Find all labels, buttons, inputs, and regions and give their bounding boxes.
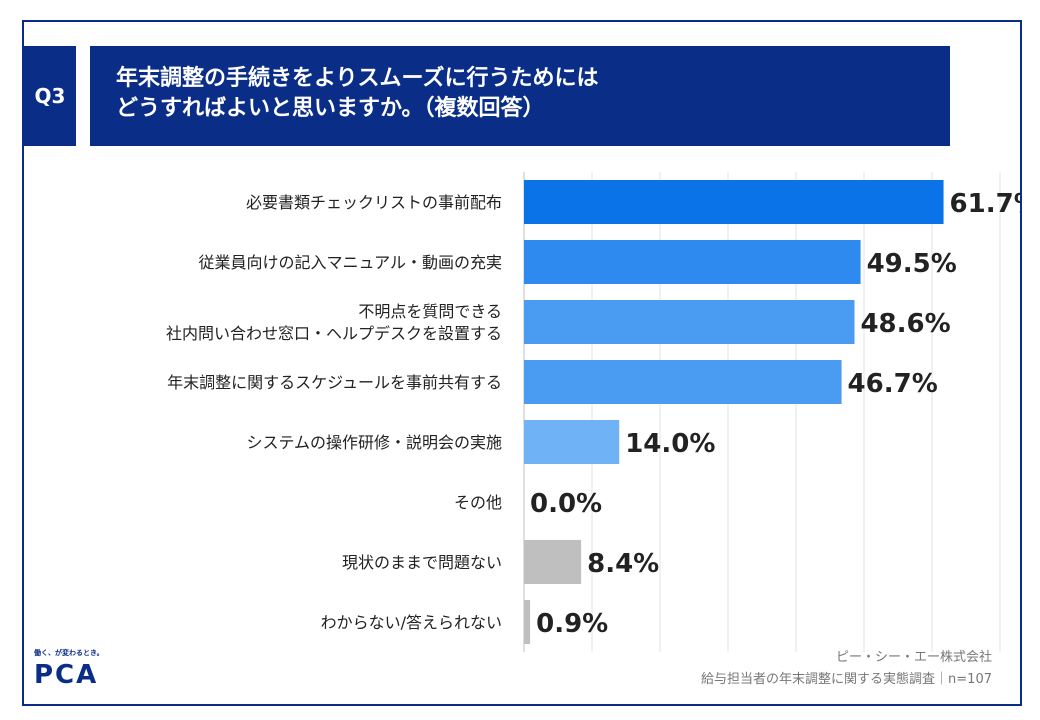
value-label: 49.5% (867, 249, 957, 279)
value-label: 14.0% (625, 429, 715, 459)
pca-logo: 働く、が変わるとき。 PCA (34, 648, 104, 690)
value-label: 46.7% (848, 369, 938, 399)
bar (524, 600, 531, 644)
value-label: 8.4% (587, 549, 659, 579)
question-number: Q3 (34, 84, 66, 108)
category-label: 必要書類チェックリストの事前配布 (246, 193, 502, 212)
bar (524, 360, 842, 404)
bar (524, 180, 944, 224)
value-label: 0.9% (536, 609, 608, 639)
footer-source: 給与担当者の年末調整に関する実態調査｜n=107 (701, 672, 992, 687)
logo-tagline: 働く、が変わるとき。 (34, 649, 104, 657)
category-label: その他 (454, 493, 502, 512)
category-label: 現状のままで問題ない (342, 553, 502, 572)
bar (524, 420, 620, 464)
question-number-badge: Q3 (24, 46, 76, 146)
bar (524, 240, 861, 284)
question-title-line1: 年末調整の手続きをよりスムーズに行うためには (116, 66, 599, 91)
bar (524, 540, 582, 584)
value-label: 48.6% (860, 309, 950, 339)
question-title-box: 年末調整の手続きをよりスムーズに行うためには どうすればよいと思いますか。（複数… (90, 46, 950, 146)
question-title-line2: どうすればよいと思いますか。（複数回答） (116, 96, 545, 121)
logo-mark: PCA (34, 660, 99, 690)
value-label: 61.7% (950, 189, 1020, 219)
category-label: 年末調整に関するスケジュールを事前共有する (167, 373, 502, 392)
slide-frame: Q3 年末調整の手続きをよりスムーズに行うためには どうすればよいと思いますか。… (22, 20, 1022, 706)
bar (524, 300, 855, 344)
footer-company: ピー・シー・エー株式会社 (835, 650, 992, 665)
category-label: 不明点を質問できる社内問い合わせ窓口・ヘルプデスクを設置する (166, 302, 502, 343)
category-label: わからない/答えられない (321, 613, 502, 632)
value-label: 0.0% (530, 489, 602, 519)
category-label: システムの操作研修・説明会の実施 (246, 433, 502, 452)
bar-chart: 必要書類チェックリストの事前配布 61.7% 従業員向けの記入マニュアル・動画の充実… (166, 172, 1020, 652)
category-label: 従業員向けの記入マニュアル・動画の充実 (198, 253, 502, 272)
